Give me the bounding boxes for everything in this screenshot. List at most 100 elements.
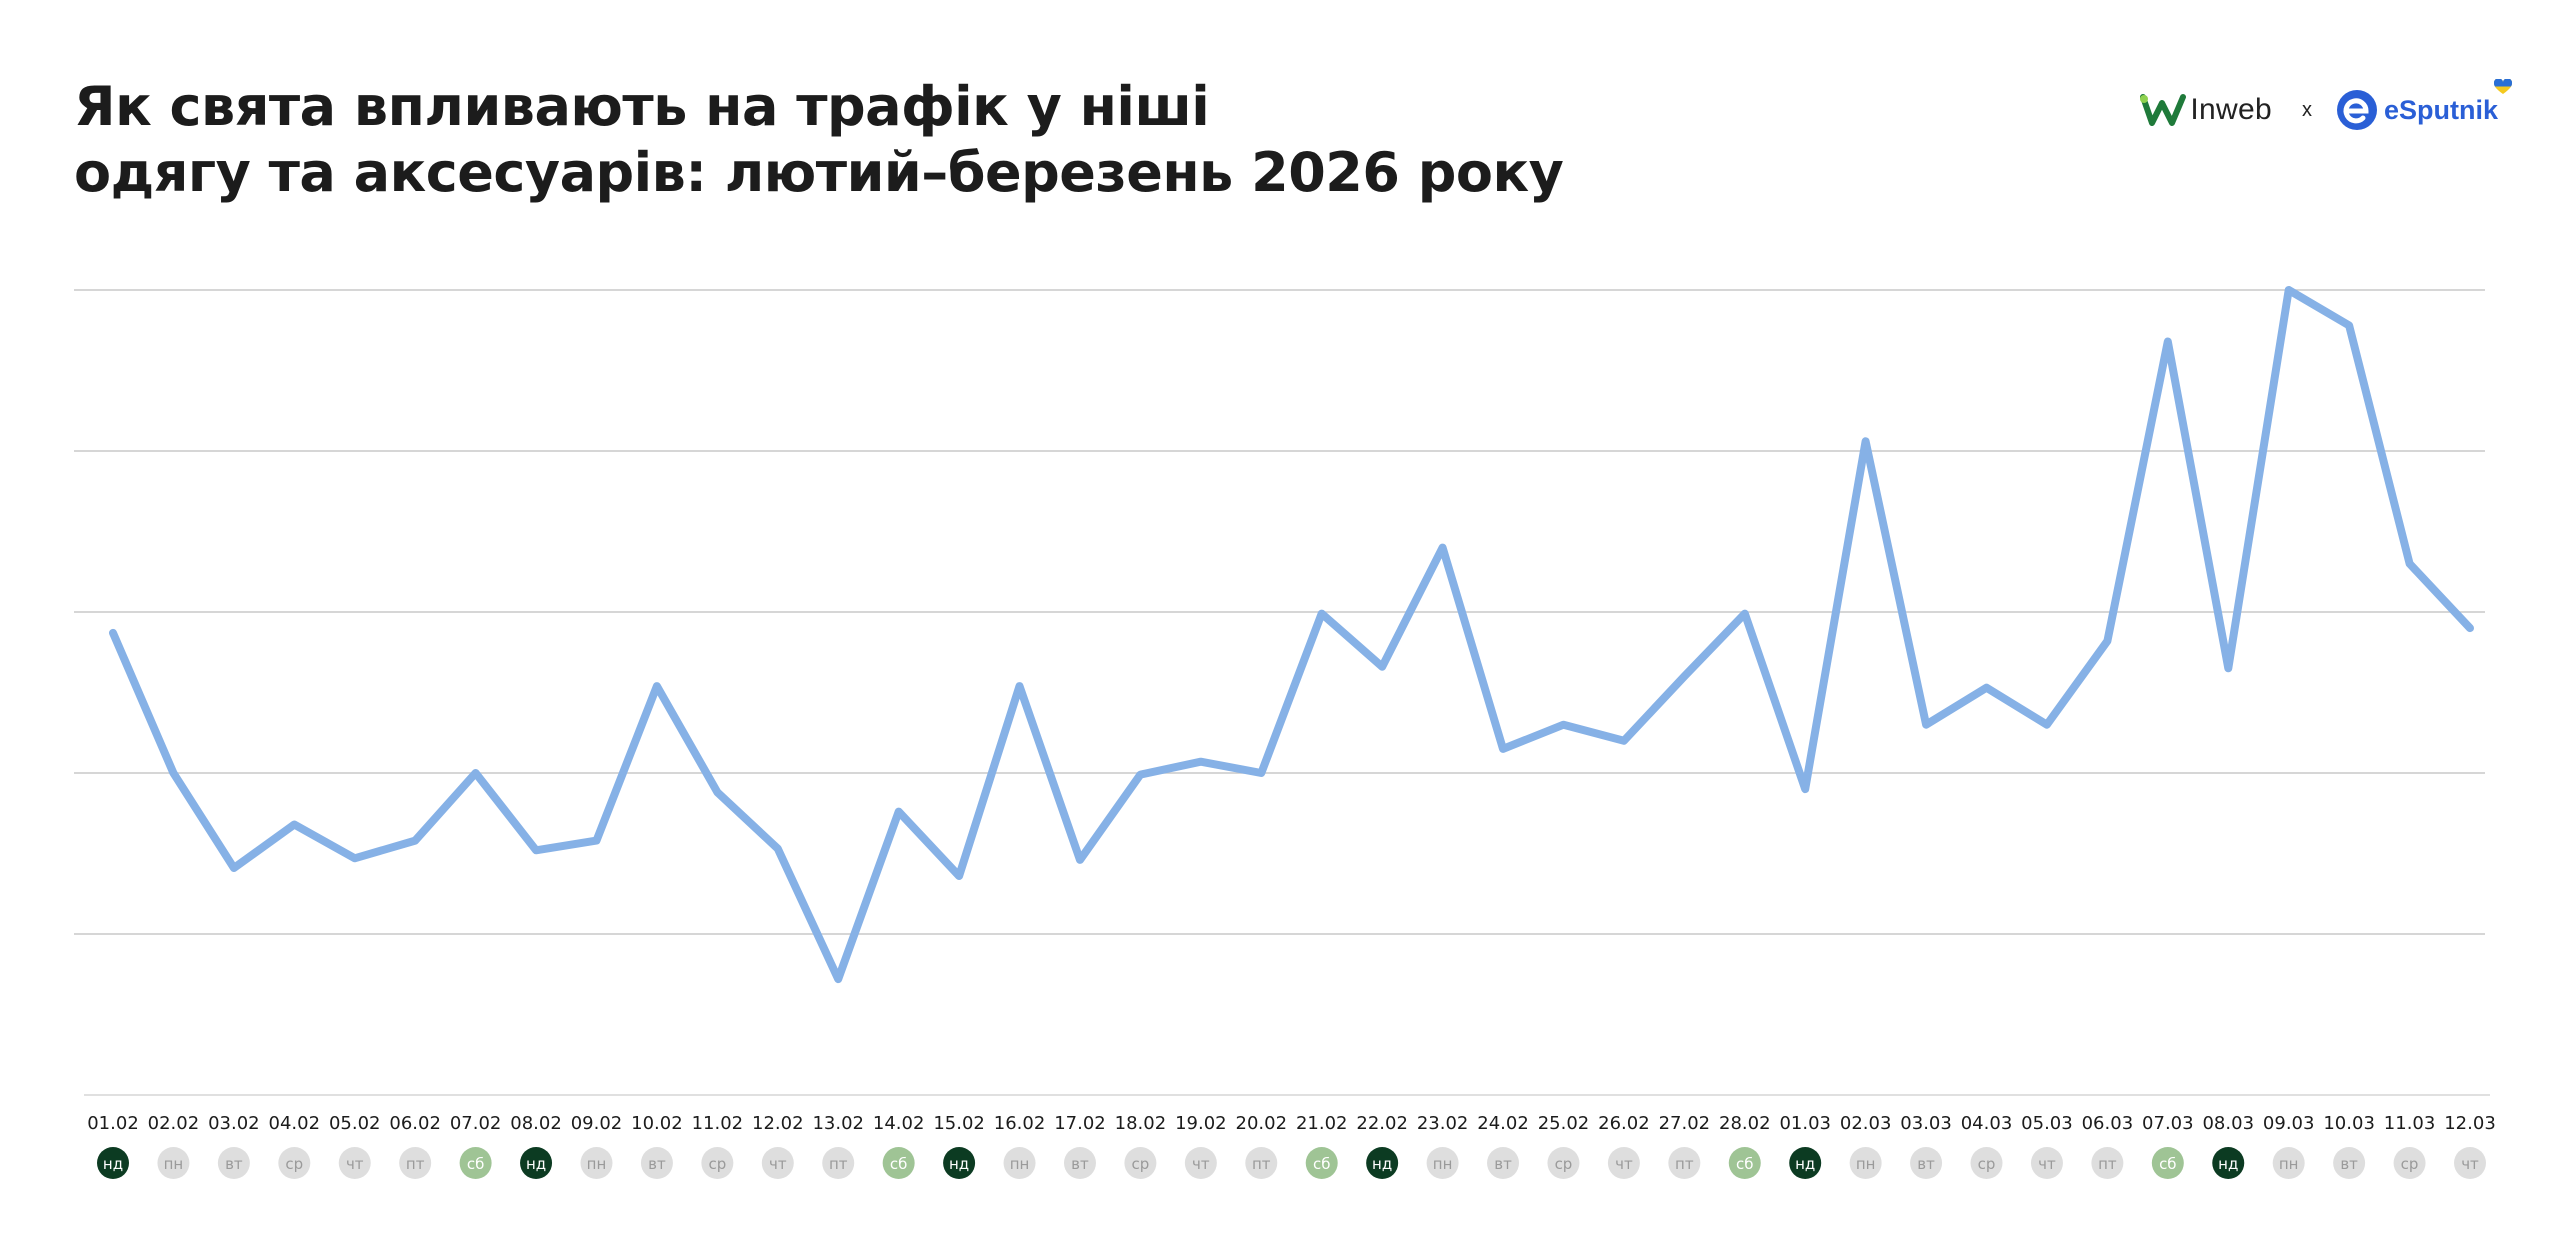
weekday-label: пн [1433,1155,1453,1173]
heart-icon [2494,79,2512,94]
weekday-badge [1728,1147,1761,1179]
weekday-label: чт [769,1155,787,1173]
weekday-label: пт [2098,1155,2117,1173]
x-tick-label: 06.03 [2082,1113,2134,1134]
weekday-label: ср [708,1155,726,1173]
x-tick-label: 22.02 [1356,1113,1408,1134]
x-tick-label: 11.02 [692,1113,744,1134]
weekday-badge [943,1147,976,1179]
x-tick-label: 20.02 [1236,1113,1288,1134]
x-tick-label: 03.03 [1900,1113,1952,1134]
esputnik-e-icon [2336,90,2377,130]
grid-layer [74,289,2490,1096]
weekday-badge [399,1147,432,1179]
inweb-logo-text: Inweb [2190,93,2272,126]
x-tick-label: 08.03 [2202,1113,2254,1134]
weekday-badge [1849,1147,1882,1179]
weekday-label: чт [1615,1155,1633,1173]
weekday-badge [2212,1147,2245,1179]
x-tick-label: 25.02 [1538,1113,1590,1134]
weekday-label: вт [648,1155,666,1173]
x-tick-label: 02.03 [1840,1113,1892,1134]
weekday-label: вт [225,1155,243,1173]
weekday-badge [2454,1147,2486,1179]
x-tick-label: 09.02 [571,1113,623,1134]
x-tick-label: 17.02 [1054,1113,1106,1134]
weekday-label: нд [1795,1155,1815,1173]
weekday-label: сб [1313,1155,1331,1173]
weekday-label: нд [526,1155,546,1173]
x-tick-label: 05.03 [2021,1113,2073,1134]
weekday-label: пн [2279,1155,2299,1173]
weekday-badge [520,1147,553,1179]
weekday-badge [882,1147,915,1179]
x-tick-label: 21.02 [1296,1113,1348,1134]
weekday-label: нд [2218,1155,2238,1173]
x-tick-label: 24.02 [1477,1113,1529,1134]
x-tick-label: 02.02 [148,1113,200,1134]
weekday-label: ср [1132,1155,1150,1173]
weekday-label: чт [346,1155,364,1173]
x-tick-label: 07.02 [450,1113,502,1134]
x-tick-label: 12.02 [752,1113,804,1134]
weekday-label: пт [1675,1155,1694,1173]
weekday-badge [2030,1147,2063,1179]
x-tick-label: 10.03 [2323,1113,2375,1134]
weekday-badge [1063,1147,1096,1179]
x-tick-label: 26.02 [1598,1113,1650,1134]
logo-separator: x [2301,98,2312,121]
esputnik-logo: eSputnik [2336,79,2512,131]
weekday-badge [701,1147,734,1179]
weekday-badge [761,1147,794,1179]
weekday-badge [1184,1147,1217,1179]
series-line [109,286,2474,984]
x-tick-label: 14.02 [873,1113,925,1134]
x-tick-label: 12.03 [2444,1113,2496,1134]
weekday-badge [1910,1147,1943,1179]
chart-title-line-1: Як свята впливають на трафік у ніші [74,75,1210,138]
inweb-logo: Inweb [2140,93,2272,127]
x-tick-label: 18.02 [1115,1113,1167,1134]
weekday-badge [1970,1147,2003,1179]
x-tick-label: 03.02 [208,1113,260,1134]
x-tick-label: 11.03 [2384,1113,2436,1134]
weekday-label: чт [2038,1155,2056,1173]
weekday-badge [2272,1147,2305,1179]
x-tick-label: 16.02 [994,1113,1046,1134]
weekday-label: пт [829,1155,848,1173]
weekday-label: ср [1555,1155,1573,1173]
x-tick-label: 07.03 [2142,1113,2194,1134]
weekday-badge [640,1147,673,1179]
x-tick-label: 27.02 [1659,1113,1711,1134]
weekday-label: чт [1192,1155,1210,1173]
weekday-badge [2393,1147,2426,1179]
weekday-label: чт [2461,1155,2479,1173]
weekday-badge [1547,1147,1580,1179]
x-tick-label: 01.02 [87,1113,139,1134]
weekday-badge [1668,1147,1701,1179]
weekday-label: ср [285,1155,303,1173]
x-tick-label: 28.02 [1719,1113,1771,1134]
weekday-label: сб [2159,1155,2177,1173]
series-layer [109,286,2474,984]
weekday-badge [157,1147,190,1179]
weekday-label: вт [1494,1155,1512,1173]
weekday-badge [1003,1147,1036,1179]
weekday-badge [459,1147,492,1179]
x-tick-label: 13.02 [812,1113,864,1134]
x-tick-label: 15.02 [933,1113,985,1134]
weekday-badge [1426,1147,1459,1179]
x-tick-label: 10.02 [631,1113,683,1134]
weekday-label: пт [406,1155,425,1173]
weekday-badge [1789,1147,1822,1179]
esputnik-logo-text: eSputnik [2383,94,2498,125]
weekday-badge [278,1147,311,1179]
weekday-label: пн [164,1155,184,1173]
weekday-badge [1607,1147,1640,1179]
x-tick-label: 09.03 [2263,1113,2315,1134]
x-tick-label: 06.02 [389,1113,441,1134]
x-tick-label: 19.02 [1175,1113,1227,1134]
weekday-badge [580,1147,613,1179]
inweb-w-icon [2140,94,2187,126]
